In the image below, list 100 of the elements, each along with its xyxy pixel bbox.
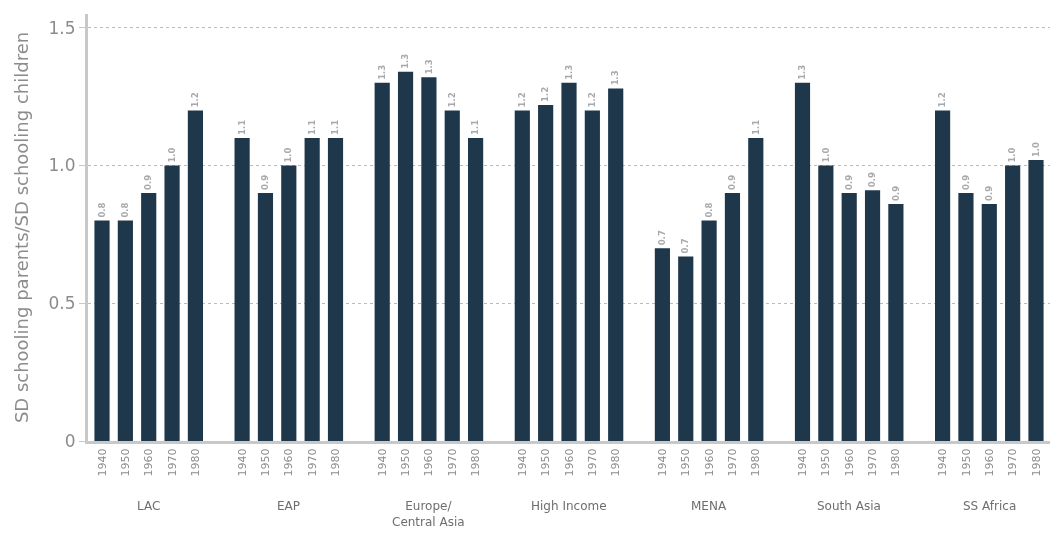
data-label: 0.9: [727, 174, 738, 191]
x-tick-label: 1980: [749, 448, 763, 477]
x-tick-label: 1980: [1029, 448, 1043, 477]
bar: [724, 193, 741, 441]
x-tick-label: 1960: [422, 448, 436, 477]
bar: [935, 110, 951, 441]
data-label: 0.9: [843, 174, 854, 191]
x-tick-label: 1940: [796, 448, 810, 477]
bar: [374, 82, 390, 441]
x-tick-label: 1940: [655, 448, 669, 477]
bar: [397, 71, 414, 441]
data-label: 0.8: [703, 202, 714, 218]
x-tick-label: 1940: [375, 448, 389, 477]
x-tick-label: 1970: [866, 448, 880, 477]
data-label: 0.7: [657, 229, 668, 246]
bar: [1005, 165, 1021, 441]
data-label: 0.9: [143, 174, 154, 191]
data-label: 1.3: [400, 53, 411, 69]
data-label: 0.9: [960, 174, 971, 191]
data-label: 1.3: [423, 59, 434, 75]
x-tick-label: 1960: [982, 448, 996, 477]
data-label: 1.1: [470, 119, 481, 135]
x-tick-label: 1940: [936, 448, 950, 477]
data-label: 1.1: [330, 119, 341, 135]
bar: [164, 165, 180, 441]
x-tick-label: 1950: [679, 448, 693, 477]
data-label: 0.8: [120, 202, 131, 218]
x-tick-label: 1970: [585, 448, 599, 477]
bar: [818, 165, 834, 441]
data-label: 1.2: [446, 92, 457, 108]
x-tick-label: 1960: [842, 448, 856, 477]
data-label: 1.0: [1030, 141, 1041, 157]
data-label: 0.9: [867, 172, 878, 188]
bar: [538, 104, 554, 441]
data-label: 1.2: [540, 86, 551, 102]
y-tick-label: 1.5: [48, 17, 76, 38]
data-label: 1.0: [820, 147, 831, 163]
bar: [234, 137, 250, 441]
bar: [701, 220, 717, 441]
bar: [608, 88, 624, 441]
data-label: 1.2: [587, 92, 598, 108]
x-tick-label: 1970: [445, 448, 459, 477]
bar: [444, 110, 460, 441]
bar: [678, 256, 694, 441]
bar: [1028, 160, 1044, 441]
bar: [514, 110, 530, 441]
x-tick-label: 1950: [539, 448, 553, 477]
x-tick-label: 1960: [702, 448, 716, 477]
bar: [117, 220, 133, 441]
x-tick-label: 1980: [889, 448, 903, 477]
data-label: 1.0: [166, 147, 177, 163]
text: LAC: [137, 499, 161, 513]
x-tick-label: 1970: [726, 448, 740, 477]
data-label: 1.3: [610, 70, 621, 86]
text: High Income: [531, 499, 607, 513]
bar: [981, 204, 997, 441]
data-label: 0.7: [680, 238, 691, 254]
x-tick-label: 1970: [1006, 448, 1020, 477]
x-tick-label: 1950: [399, 448, 413, 477]
data-label: 1.0: [283, 147, 294, 163]
x-tick-label: 1970: [305, 448, 319, 477]
y-tick-label: 0: [64, 430, 76, 451]
x-tick-label: 1960: [282, 448, 296, 477]
x-tick-label: 1950: [118, 448, 132, 477]
x-tick-label: 1960: [562, 448, 576, 477]
data-label: 1.1: [236, 119, 247, 135]
data-label: 0.8: [96, 202, 107, 218]
bar: [281, 165, 297, 441]
bar: [654, 248, 670, 441]
x-tick-label: 1980: [469, 448, 483, 477]
bar: [584, 110, 600, 441]
data-label: 1.1: [306, 119, 317, 135]
data-label: 1.1: [750, 119, 761, 135]
y-tick-label: 0.5: [48, 293, 76, 314]
bar: [958, 193, 974, 441]
bar: [468, 137, 484, 441]
x-tick-label: 1980: [329, 448, 343, 477]
x-tick-label: 1950: [959, 448, 973, 477]
x-tick-label: 1950: [819, 448, 833, 477]
text: Europe/ Central Asia: [392, 499, 465, 529]
y-tick-label: 1.0: [48, 155, 76, 176]
data-label: 0.9: [984, 185, 995, 202]
bar: [748, 137, 764, 441]
x-tick-label: 1980: [609, 448, 623, 477]
data-label: 1.3: [797, 64, 808, 80]
x-tick-label: 1980: [188, 448, 202, 477]
bar: [561, 82, 577, 441]
text: South Asia: [817, 499, 881, 513]
x-tick-label: 1940: [235, 448, 249, 477]
bar: [327, 137, 344, 441]
bar: [304, 137, 320, 441]
data-label: 1.3: [563, 64, 574, 80]
text: SS Africa: [963, 499, 1017, 513]
bar: [187, 110, 203, 441]
bar: [421, 77, 437, 441]
data-label: 1.0: [1007, 147, 1018, 163]
bar: [864, 190, 881, 441]
data-label: 0.9: [260, 174, 271, 191]
x-tick-label: 1950: [259, 448, 273, 477]
y-axis-title: SD schooling parents/SD schooling children: [10, 31, 32, 424]
